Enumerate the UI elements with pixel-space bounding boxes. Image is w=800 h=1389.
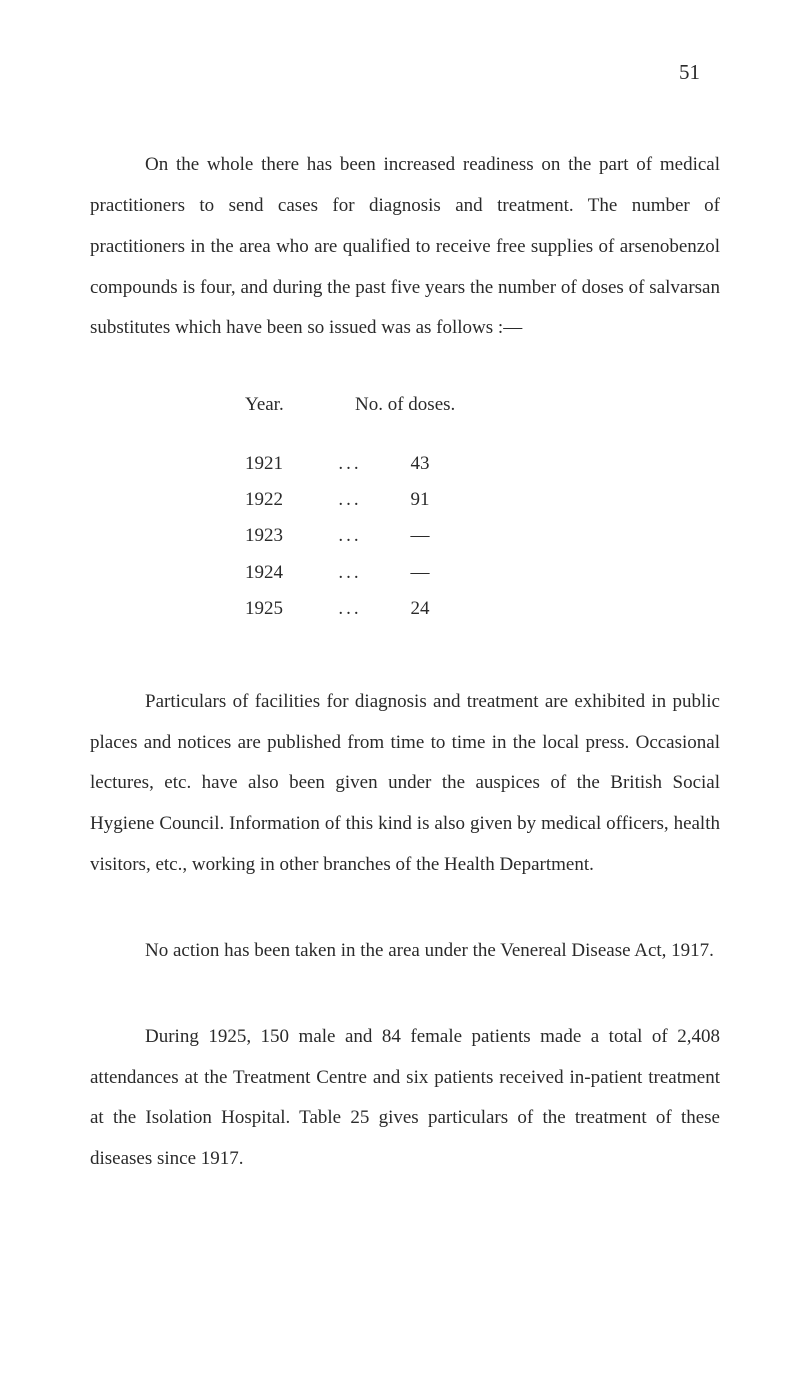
table-row: 1924 ... — [235, 555, 575, 591]
table-dots: ... [320, 518, 380, 554]
table-row: 1921 ... 43 [235, 446, 575, 482]
table-value: 91 [380, 482, 460, 518]
table-year: 1921 [235, 446, 320, 482]
table-value: 43 [380, 446, 460, 482]
table-year: 1922 [235, 482, 320, 518]
table-dots: ... [320, 555, 380, 591]
table-dots: ... [320, 446, 380, 482]
table-year: 1923 [235, 518, 320, 554]
table-value: 24 [380, 591, 460, 627]
table-header-doses: No. of doses. [355, 394, 575, 416]
table-header-row: Year. No. of doses. [235, 394, 575, 416]
paragraph-4: During 1925, 150 male and 84 female pati… [90, 1017, 720, 1180]
paragraph-2: Particulars of facilities for diagnosis … [90, 682, 720, 886]
paragraph-3: No action has been taken in the area und… [90, 931, 720, 972]
table-header-year: Year. [235, 394, 355, 416]
table-year: 1924 [235, 555, 320, 591]
table-dots: ... [320, 482, 380, 518]
table-row: 1922 ... 91 [235, 482, 575, 518]
table-row: 1925 ... 24 [235, 591, 575, 627]
table-value: — [380, 518, 460, 554]
table-year: 1925 [235, 591, 320, 627]
page-number: 51 [90, 60, 720, 85]
table-dots: ... [320, 591, 380, 627]
doses-table: Year. No. of doses. 1921 ... 43 1922 ...… [235, 394, 575, 626]
paragraph-1: On the whole there has been increased re… [90, 145, 720, 349]
table-value: — [380, 555, 460, 591]
table-row: 1923 ... — [235, 518, 575, 554]
